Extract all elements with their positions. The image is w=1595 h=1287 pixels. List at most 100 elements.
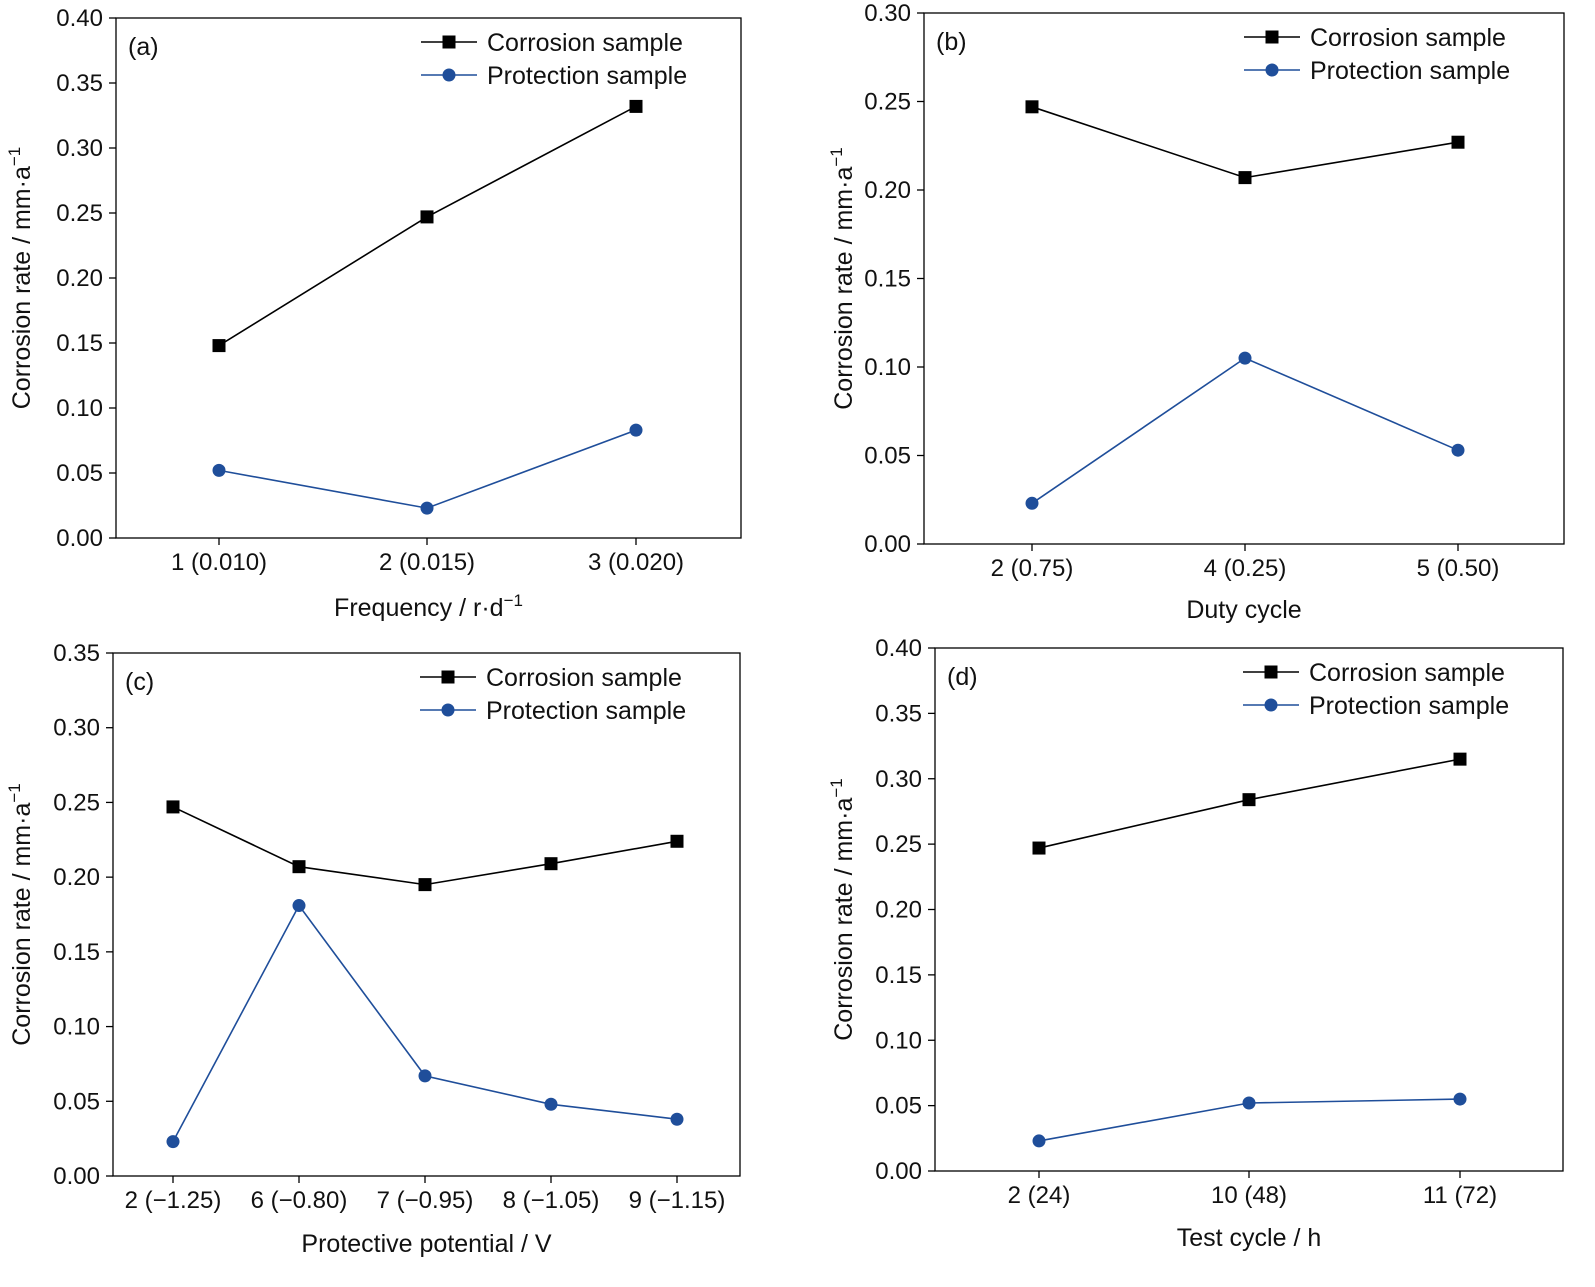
legend: Corrosion sample Protection sample	[420, 664, 686, 725]
legend-entry-label: Protection sample	[486, 697, 686, 725]
y-axis-label-text: Corrosion rate / mm·a	[830, 798, 858, 1041]
data-point-circle	[1032, 1134, 1046, 1148]
y-tick-label: 0.15	[56, 330, 103, 357]
y-tick-label: 0.15	[875, 962, 922, 989]
y-tick-label: 0.30	[56, 135, 103, 162]
y-tick-label: 0.10	[56, 395, 103, 422]
y-axis-label-superscript: −1	[5, 147, 24, 166]
x-tick-label: 5 (0.50)	[1417, 555, 1500, 582]
y-axis-label: Corrosion rate / mm·a−1	[827, 147, 858, 410]
y-tick-label: 0.25	[864, 89, 911, 116]
series-corrosion	[166, 800, 684, 892]
y-tick-label: 0.30	[875, 766, 922, 793]
y-axis-label-superscript: −1	[827, 778, 846, 797]
y-tick-label: 0.30	[864, 0, 911, 27]
y-tick-label: 0.00	[56, 525, 103, 552]
y-tick-label: 0.05	[53, 1088, 100, 1115]
data-point-circle	[292, 899, 306, 913]
plot-frame	[923, 12, 1565, 545]
legend-entry-label: Corrosion sample	[1310, 24, 1506, 52]
x-axis-label-superscript: −1	[504, 591, 523, 610]
legend-entry-label: Corrosion sample	[487, 29, 683, 57]
legend-marker-circle	[442, 68, 456, 82]
data-point-square	[1453, 752, 1467, 766]
series-corrosion	[1032, 752, 1467, 855]
x-tick-label: 2 (0.75)	[991, 555, 1074, 582]
data-point-circle	[1242, 1096, 1256, 1110]
panel-label: (b)	[936, 28, 967, 56]
y-tick-label: 0.20	[864, 177, 911, 204]
data-point-square	[420, 210, 434, 224]
data-point-square	[212, 339, 226, 353]
y-tick-label: 0.00	[864, 531, 911, 558]
y-axis-label-text: Corrosion rate / mm·a	[830, 167, 858, 410]
data-point-circle	[212, 463, 226, 477]
legend-marker-circle	[1264, 698, 1278, 712]
plot-frame	[934, 647, 1564, 1172]
data-point-circle	[1238, 351, 1252, 365]
x-axis-label: Protective potential / V	[301, 1230, 551, 1258]
data-point-circle	[629, 423, 643, 437]
y-tick-label: 0.25	[875, 831, 922, 858]
legend: Corrosion sample Protection sample	[1244, 24, 1510, 85]
y-tick-label: 0.20	[875, 897, 922, 924]
x-axis-label-text: Protective potential / V	[301, 1230, 551, 1258]
panel-label: (a)	[128, 33, 159, 61]
y-tick-label: 0.15	[53, 939, 100, 966]
series-line	[172, 806, 678, 886]
y-tick-label: 0.35	[56, 70, 103, 97]
chart-panel-d: 0.00 0.05 0.10 0.15 0.20 0.25 0.30 0.35 0.40 2 (2…	[827, 635, 1564, 1252]
legend-marker-circle	[1265, 63, 1279, 77]
data-point-square	[544, 857, 558, 871]
y-tick-label: 0.15	[864, 266, 911, 293]
panel-label: (d)	[947, 663, 978, 691]
series-line	[172, 904, 678, 1143]
y-axis-label-superscript: −1	[5, 783, 24, 802]
chart-panel-a: 0.00 0.05 0.10 0.15 0.20 0.25 0.30 0.35 0.40 1 (0…	[5, 5, 742, 622]
y-axis-label-superscript: −1	[827, 147, 846, 166]
data-point-circle	[420, 501, 434, 515]
y-tick-label: 0.35	[53, 640, 100, 667]
series-corrosion	[1025, 100, 1465, 185]
data-point-square	[629, 99, 643, 113]
x-tick-label: 7 (−0.95)	[377, 1187, 474, 1214]
y-axis-label-text: Corrosion rate / mm·a	[8, 803, 36, 1046]
data-point-circle	[670, 1112, 684, 1126]
y-tick-label: 0.40	[56, 5, 103, 32]
data-point-square	[1238, 171, 1252, 185]
series-line	[218, 105, 637, 347]
data-point-circle	[166, 1135, 180, 1149]
x-tick-label: 6 (−0.80)	[251, 1187, 348, 1214]
x-axis-label-text: Test cycle / h	[1177, 1224, 1322, 1252]
data-point-square	[1242, 793, 1256, 807]
series-line	[1031, 357, 1459, 504]
legend: Corrosion sample Protection sample	[1243, 659, 1509, 720]
data-point-circle	[544, 1097, 558, 1111]
chart-panel-b: 0.00 0.05 0.10 0.15 0.20 0.25 0.30 2 (0.75) 4 (0…	[827, 0, 1565, 624]
series-protection	[1025, 351, 1465, 510]
data-point-circle	[1451, 443, 1465, 457]
y-tick-label: 0.05	[875, 1093, 922, 1120]
legend-marker-square	[441, 670, 455, 684]
x-tick-label: 9 (−1.15)	[629, 1187, 726, 1214]
y-tick-label: 0.20	[56, 265, 103, 292]
x-tick-label: 10 (48)	[1211, 1182, 1287, 1209]
series-corrosion	[212, 99, 643, 353]
data-point-square	[292, 860, 306, 874]
x-axis-label: Duty cycle	[1186, 596, 1301, 624]
x-tick-label: 1 (0.010)	[171, 549, 267, 576]
y-tick-label: 0.20	[53, 864, 100, 891]
series-protection	[166, 899, 684, 1149]
series-line	[218, 429, 637, 509]
x-axis-label-text: Duty cycle	[1186, 596, 1301, 624]
y-tick-label: 0.10	[53, 1014, 100, 1041]
legend: Corrosion sample Protection sample	[421, 29, 687, 90]
data-point-square	[1032, 841, 1046, 855]
data-point-square	[166, 800, 180, 814]
legend-marker-square	[442, 35, 456, 49]
legend-marker-circle	[441, 703, 455, 717]
y-axis-label: Corrosion rate / mm·a−1	[5, 783, 36, 1046]
series-line	[1031, 106, 1459, 179]
x-tick-label: 11 (72)	[1423, 1182, 1497, 1209]
